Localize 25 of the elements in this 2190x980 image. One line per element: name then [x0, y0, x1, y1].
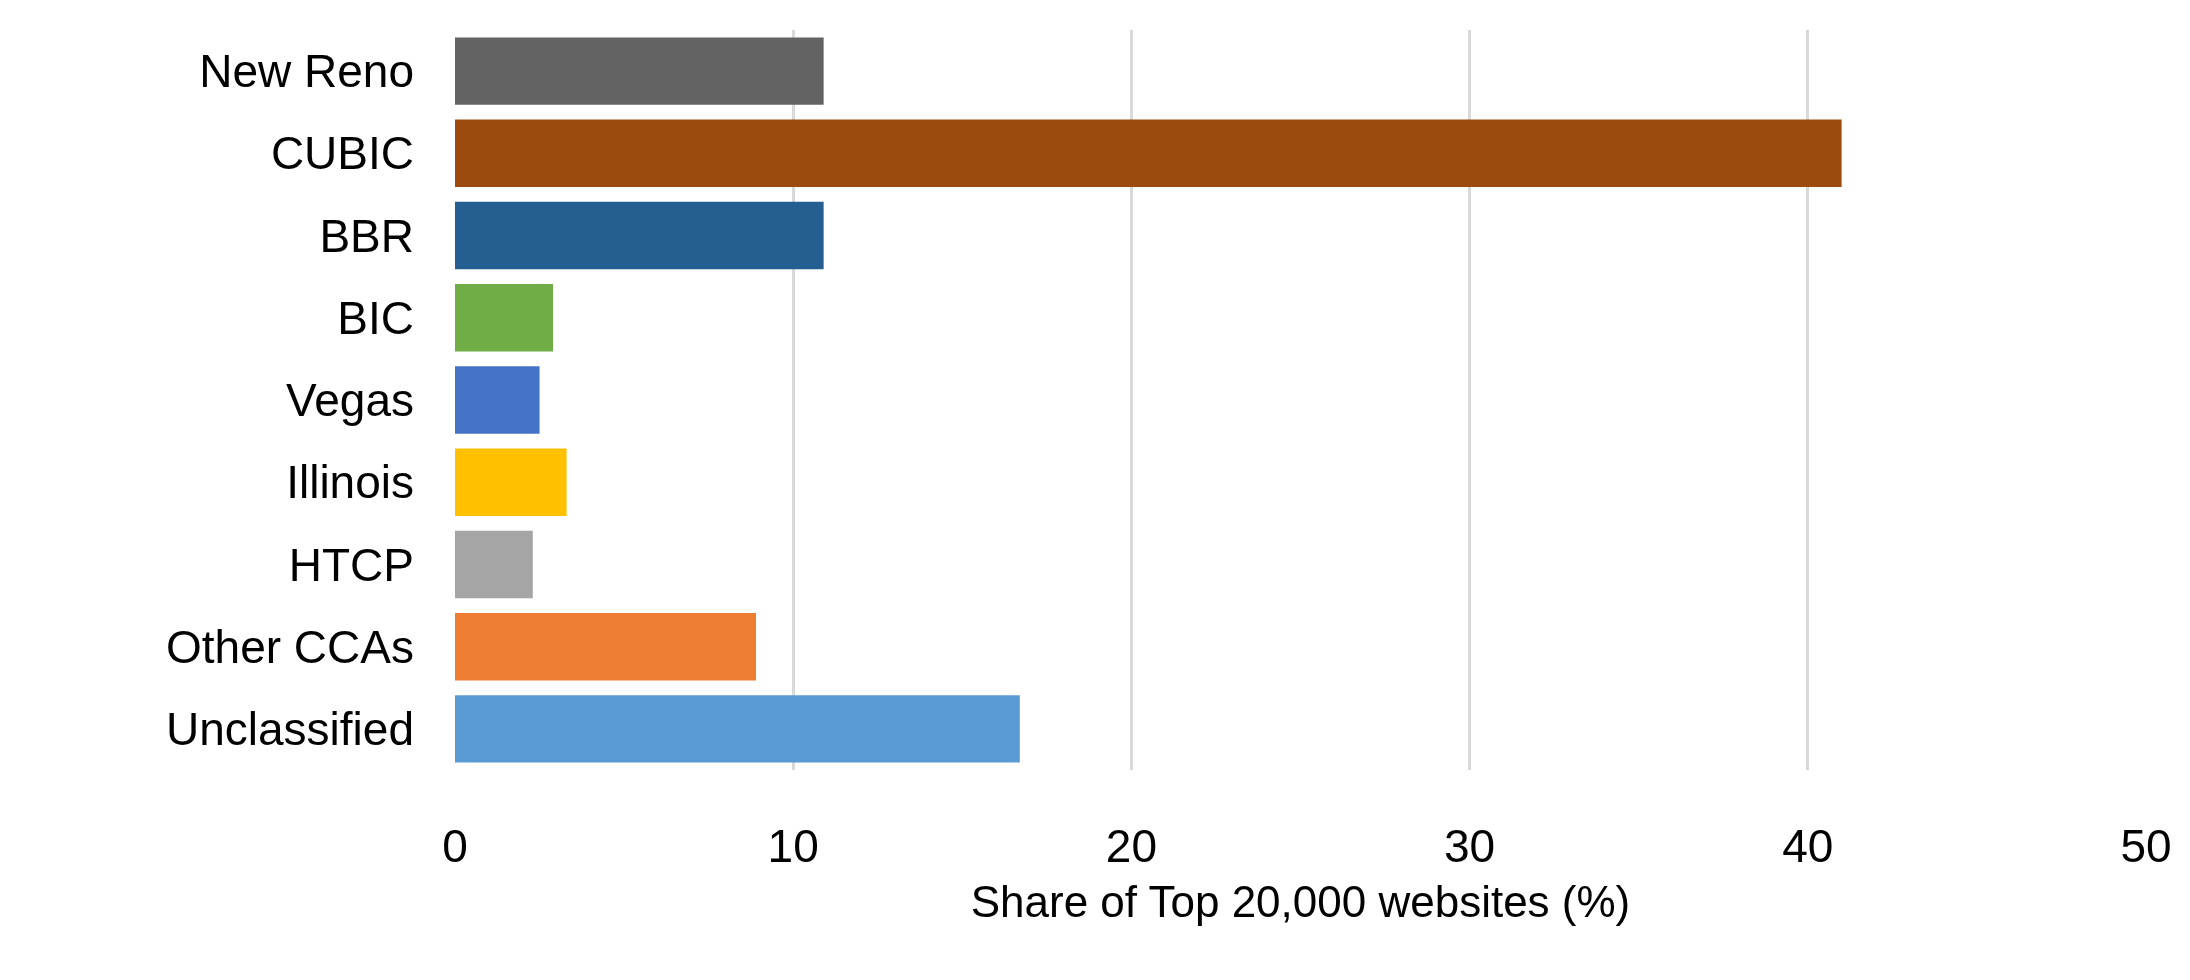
bar: [455, 284, 554, 352]
bar: [455, 201, 824, 270]
bar: [455, 119, 1842, 188]
y-tick-label: CUBIC: [270, 127, 414, 180]
bar: [455, 448, 567, 516]
bar: [455, 612, 756, 681]
y-tick-label: Illinois: [286, 456, 414, 509]
y-tick-label: BIC: [337, 291, 414, 344]
bar: [455, 37, 824, 105]
x-axis-title: Share of Top 20,000 websites (%): [970, 877, 1631, 927]
y-tick-label: HTCP: [288, 538, 414, 591]
y-tick-label: BBR: [319, 209, 414, 262]
bar: [455, 366, 540, 434]
y-tick-label: Unclassified: [166, 702, 414, 755]
y-tick-label: Other CCAs: [166, 620, 414, 673]
bar: [455, 695, 1020, 763]
y-tick-label: Vegas: [286, 374, 414, 427]
x-tick-label: 0: [442, 820, 468, 872]
x-tick-label: 30: [1444, 820, 1496, 872]
bar: [455, 530, 533, 599]
x-tick-label: 20: [1105, 820, 1157, 872]
x-tick-label: 50: [2120, 820, 2172, 872]
x-tick-label: 40: [1782, 820, 1834, 872]
y-tick-label: New Reno: [199, 45, 414, 98]
x-tick-label: 10: [767, 820, 819, 872]
